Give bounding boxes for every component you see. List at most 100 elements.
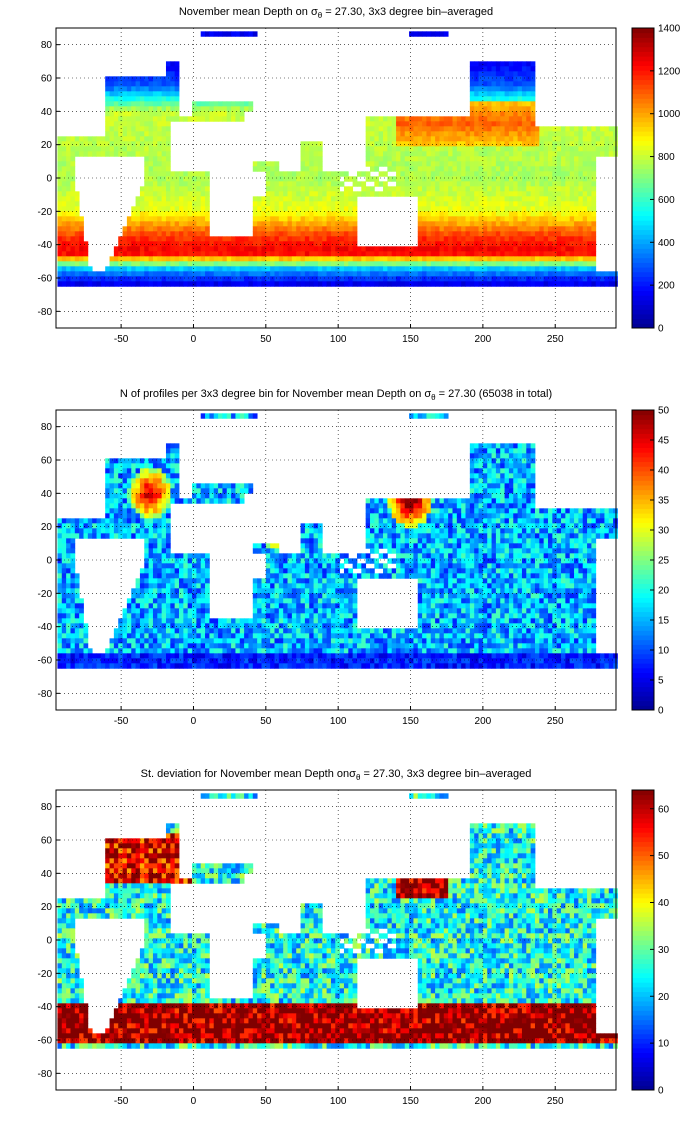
- heatmap-cell: [201, 241, 206, 246]
- heatmap-cell: [57, 226, 62, 231]
- heatmap-cell: [353, 261, 358, 266]
- heatmap-cell: [136, 241, 141, 246]
- heatmap-cell: [439, 121, 444, 126]
- heatmap-cell: [309, 151, 314, 156]
- heatmap-cell: [118, 126, 123, 131]
- heatmap-cell: [526, 251, 531, 256]
- heatmap-cell: [535, 201, 540, 206]
- heatmap-cell: [279, 181, 284, 186]
- heatmap-cell: [348, 221, 353, 226]
- heatmap-cell: [314, 281, 319, 286]
- heatmap-cell: [162, 201, 167, 206]
- heatmap-cell: [461, 246, 466, 251]
- heatmap-cell: [544, 131, 549, 136]
- heatmap-cell: [114, 281, 119, 286]
- heatmap-cell: [209, 106, 214, 111]
- heatmap-cell: [487, 66, 492, 71]
- heatmap-cell: [561, 518, 566, 523]
- heatmap-cell: [470, 71, 475, 76]
- heatmap-cell: [544, 261, 549, 266]
- heatmap-cell: [570, 206, 575, 211]
- heatmap-cell: [609, 513, 614, 518]
- heatmap-cell: [392, 276, 397, 281]
- heatmap-cell: [366, 136, 371, 141]
- heatmap-cell: [175, 221, 180, 226]
- heatmap-cell: [522, 508, 527, 513]
- heatmap-cell: [552, 166, 557, 171]
- heatmap-cell: [400, 548, 405, 553]
- heatmap-cell: [552, 156, 557, 161]
- heatmap-cell: [261, 251, 266, 256]
- heatmap-cell: [561, 201, 566, 206]
- heatmap-cell: [305, 156, 310, 161]
- heatmap-cell: [340, 191, 345, 196]
- heatmap-cell: [205, 31, 210, 36]
- heatmap-cell: [75, 246, 80, 251]
- heatmap-cell: [387, 146, 392, 151]
- heatmap-cell: [457, 538, 462, 543]
- heatmap-cell: [544, 161, 549, 166]
- heatmap-cell: [552, 538, 557, 543]
- heatmap-cell: [405, 156, 410, 161]
- heatmap-cell: [366, 256, 371, 261]
- heatmap-cell: [288, 256, 293, 261]
- heatmap-cell: [474, 211, 479, 216]
- heatmap-cell: [548, 251, 553, 256]
- heatmap-cell: [340, 226, 345, 231]
- heatmap-cell: [214, 261, 219, 266]
- heatmap-cell: [396, 261, 401, 266]
- heatmap-cell: [574, 528, 579, 533]
- heatmap-cell: [366, 538, 371, 543]
- heatmap-cell: [170, 448, 175, 453]
- heatmap-cell: [75, 221, 80, 226]
- heatmap-cell: [518, 236, 523, 241]
- heatmap-cell: [140, 473, 145, 478]
- heatmap-cell: [587, 166, 592, 171]
- heatmap-cell: [535, 523, 540, 528]
- heatmap-cell: [144, 181, 149, 186]
- heatmap-cell: [479, 86, 484, 91]
- heatmap-cell: [544, 533, 549, 538]
- heatmap-cell: [292, 266, 297, 271]
- heatmap-cell: [301, 226, 306, 231]
- heatmap-cell: [466, 503, 471, 508]
- heatmap-cell: [275, 226, 280, 231]
- heatmap-cell: [452, 186, 457, 191]
- heatmap-cell: [587, 226, 592, 231]
- heatmap-cell: [188, 276, 193, 281]
- heatmap-cell: [244, 101, 249, 106]
- heatmap-cell: [587, 241, 592, 246]
- heatmap-cell: [505, 548, 510, 553]
- heatmap-cell: [153, 458, 158, 463]
- heatmap-cell: [166, 171, 171, 176]
- heatmap-cell: [309, 281, 314, 286]
- heatmap-cell: [500, 478, 505, 483]
- heatmap-cell: [353, 226, 358, 231]
- heatmap-cell: [448, 206, 453, 211]
- heatmap-cell: [214, 241, 219, 246]
- heatmap-cell: [531, 241, 536, 246]
- heatmap-cell: [57, 548, 62, 553]
- heatmap-cell: [110, 533, 115, 538]
- heatmap-cell: [75, 528, 80, 533]
- heatmap-cell: [162, 191, 167, 196]
- heatmap-cell: [288, 216, 293, 221]
- heatmap-cell: [535, 256, 540, 261]
- heatmap-cell: [400, 553, 405, 558]
- heatmap-cell: [583, 216, 588, 221]
- heatmap-cell: [539, 538, 544, 543]
- heatmap-cell: [409, 131, 414, 136]
- heatmap-cell: [166, 533, 171, 538]
- heatmap-cell: [114, 116, 119, 121]
- heatmap-cell: [409, 261, 414, 266]
- heatmap-cell: [535, 266, 540, 271]
- heatmap-cell: [188, 181, 193, 186]
- heatmap-cell: [357, 256, 362, 261]
- heatmap-cell: [66, 161, 71, 166]
- heatmap-cell: [470, 191, 475, 196]
- heatmap-cell: [509, 266, 514, 271]
- heatmap-cell: [209, 498, 214, 503]
- heatmap-cell: [157, 261, 162, 266]
- heatmap-cell: [283, 191, 288, 196]
